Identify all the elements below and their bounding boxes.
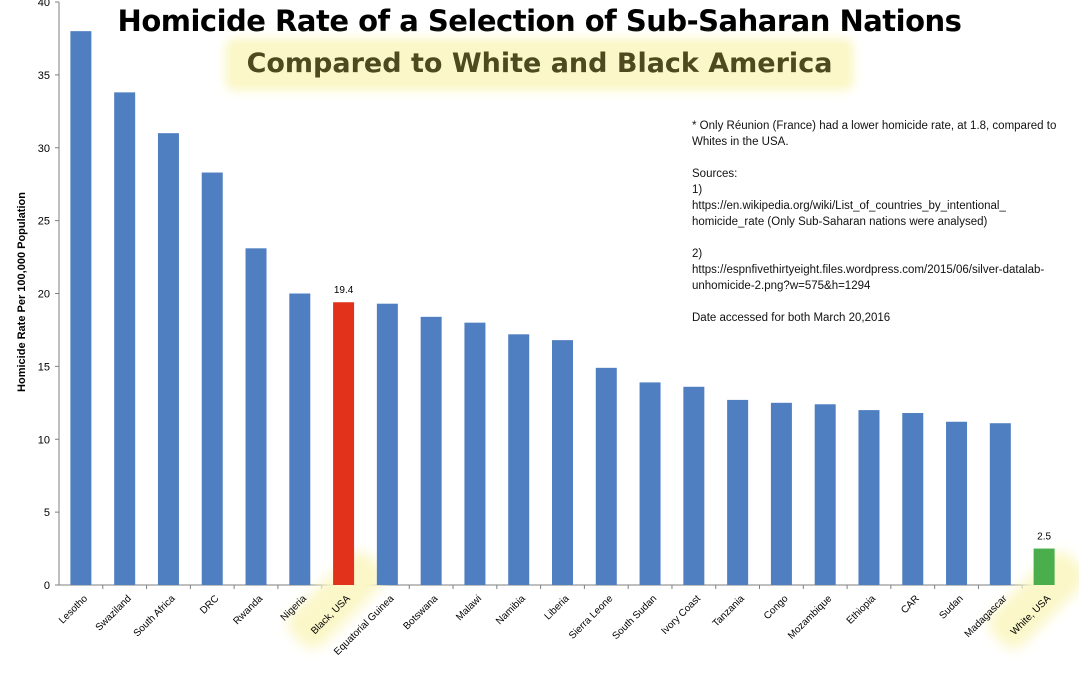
bar-sudan bbox=[946, 421, 968, 585]
x-tick-label-car: CAR bbox=[899, 593, 922, 616]
bar-white-usa bbox=[1033, 548, 1055, 585]
bar-liberia bbox=[552, 340, 573, 585]
bar-drc bbox=[201, 172, 223, 585]
x-tick-label-tanzania: Tanzania bbox=[711, 593, 747, 629]
date-accessed: Date accessed for both March 20,2016 bbox=[692, 312, 891, 324]
highlight-glow-white-usa bbox=[988, 551, 1079, 649]
y-tick-label: 5 bbox=[44, 507, 50, 519]
x-tick-label-rwanda: Rwanda bbox=[231, 593, 265, 627]
bar-botswana bbox=[420, 316, 442, 585]
bar-malawi bbox=[464, 322, 486, 585]
y-tick-label: 20 bbox=[38, 289, 50, 301]
bar-madagascar bbox=[989, 423, 1011, 585]
bar-congo bbox=[770, 402, 792, 585]
bar-sierra-leone bbox=[595, 367, 617, 585]
highlight-glow-black-usa bbox=[287, 551, 385, 649]
x-tick-label-south-sudan: South Sudan bbox=[611, 593, 660, 642]
x-tick-label-ivory-coast: Ivory Coast bbox=[659, 593, 703, 637]
bar-lesotho bbox=[70, 31, 92, 585]
bar-equatorial-guinea bbox=[376, 303, 398, 585]
y-tick-label: 40 bbox=[38, 0, 50, 9]
y-tick-label: 15 bbox=[38, 361, 50, 373]
x-tick-label-sudan: Sudan bbox=[937, 593, 965, 621]
x-tick-label-sierra-leone: Sierra Leone bbox=[567, 593, 616, 642]
x-tick-label-mozambique: Mozambique bbox=[786, 593, 835, 642]
x-tick-label-swaziland: Swaziland bbox=[94, 593, 134, 633]
data-label-black-usa: 19.4 bbox=[334, 285, 354, 296]
data-label-white-usa: 2.5 bbox=[1037, 532, 1051, 543]
footnote: * Only Réunion (France) had a lower homi… bbox=[692, 120, 1057, 148]
source-2-text: https://espnfivethirtyeight.files.wordpr… bbox=[692, 264, 1045, 292]
y-axis: 0 5 10 15 20 25 30 35 40 bbox=[38, 0, 1067, 592]
bar-ivory-coast bbox=[683, 386, 705, 585]
bar-black-usa bbox=[333, 302, 355, 585]
bar-nigeria bbox=[289, 293, 311, 585]
x-tick-label-liberia: Liberia bbox=[543, 593, 572, 622]
bar-rwanda bbox=[245, 248, 267, 585]
notes-panel: * Only Réunion (France) had a lower homi… bbox=[692, 118, 1062, 326]
y-axis-label: Homicide Rate Per 100,000 Population bbox=[16, 192, 28, 392]
x-tick-label-lesotho: Lesotho bbox=[57, 593, 90, 626]
bar-south-sudan bbox=[639, 382, 661, 585]
bar-south-africa bbox=[157, 133, 179, 586]
y-tick-label: 30 bbox=[38, 143, 50, 155]
chart-subtitle-wrap: Compared to White and Black America bbox=[0, 44, 1079, 85]
y-tick-label: 0 bbox=[44, 580, 50, 592]
x-tick-label-malawi: Malawi bbox=[454, 593, 484, 623]
x-tick-label-ethiopia: Ethiopia bbox=[845, 593, 879, 627]
x-tick-label-congo: Congo bbox=[762, 593, 791, 622]
bar-mozambique bbox=[814, 404, 836, 585]
sources-heading: Sources: bbox=[692, 168, 738, 180]
source-1-number: 1) bbox=[692, 184, 703, 196]
y-tick-label: 25 bbox=[38, 216, 50, 228]
y-tick-label: 35 bbox=[38, 70, 50, 82]
y-tick-label: 10 bbox=[38, 434, 50, 446]
x-tick-label-botswana: Botswana bbox=[401, 593, 440, 632]
bar-tanzania bbox=[727, 399, 749, 585]
bar-car bbox=[902, 413, 924, 585]
source-1-text: https://en.wikipedia.org/wiki/List_of_co… bbox=[692, 200, 1006, 228]
x-tick-label-drc: DRC bbox=[198, 593, 221, 616]
x-tick-label-south-africa: South Africa bbox=[132, 593, 178, 639]
bar-namibia bbox=[508, 334, 530, 585]
bars-group: 19.4 2.5 bbox=[70, 31, 1079, 649]
chart-title: Homicide Rate of a Selection of Sub-Saha… bbox=[117, 4, 962, 38]
bar-swaziland bbox=[114, 92, 136, 586]
chart-subtitle: Compared to White and Black America bbox=[230, 44, 849, 85]
bar-ethiopia bbox=[858, 410, 880, 585]
source-2-number: 2) bbox=[692, 248, 703, 260]
x-tick-label-namibia: Namibia bbox=[494, 593, 528, 627]
